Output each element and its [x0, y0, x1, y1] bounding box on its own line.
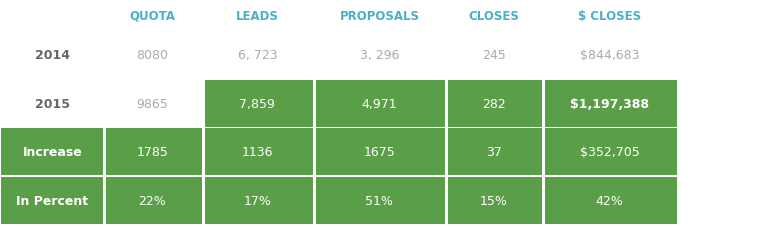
Text: $352,705: $352,705: [580, 146, 640, 159]
Text: 37: 37: [486, 146, 502, 159]
Text: 15%: 15%: [480, 195, 508, 208]
Bar: [103, 80, 106, 128]
Text: PROPOSALS: PROPOSALS: [340, 10, 419, 23]
Bar: [202, 80, 313, 128]
Text: CLOSES: CLOSES: [468, 10, 519, 23]
Bar: [202, 128, 205, 177]
Text: 6, 723: 6, 723: [237, 49, 277, 62]
Text: $1,197,388: $1,197,388: [570, 98, 649, 111]
Bar: [103, 177, 106, 226]
Text: 22%: 22%: [139, 195, 166, 208]
Bar: [2, 128, 103, 177]
Bar: [542, 80, 678, 128]
Text: QUOTA: QUOTA: [130, 10, 175, 23]
Text: 3, 296: 3, 296: [359, 49, 399, 62]
Text: 51%: 51%: [365, 195, 393, 208]
Text: LEADS: LEADS: [236, 10, 279, 23]
Text: 282: 282: [482, 98, 506, 111]
Text: 1136: 1136: [242, 146, 273, 159]
Bar: [103, 177, 202, 226]
Bar: [103, 128, 106, 177]
Bar: [542, 177, 545, 226]
Bar: [446, 80, 542, 128]
Bar: [202, 128, 313, 177]
Text: $844,683: $844,683: [580, 49, 640, 62]
Text: 17%: 17%: [243, 195, 271, 208]
Text: 7,859: 7,859: [240, 98, 275, 111]
Bar: [542, 128, 545, 177]
Text: 245: 245: [482, 49, 506, 62]
Text: 4,971: 4,971: [362, 98, 397, 111]
Bar: [202, 80, 205, 128]
Bar: [446, 128, 449, 177]
Bar: [313, 80, 446, 128]
Bar: [2, 127, 756, 128]
Text: 1785: 1785: [136, 146, 168, 159]
Text: Increase: Increase: [23, 146, 82, 159]
Bar: [2, 175, 756, 177]
Bar: [313, 128, 316, 177]
Text: 1675: 1675: [364, 146, 395, 159]
Bar: [446, 128, 542, 177]
Bar: [2, 177, 103, 226]
Bar: [313, 177, 446, 226]
Bar: [313, 80, 316, 128]
Bar: [446, 177, 542, 226]
Bar: [103, 128, 202, 177]
Text: $ CLOSES: $ CLOSES: [578, 10, 641, 23]
Bar: [202, 177, 313, 226]
Bar: [542, 177, 678, 226]
Bar: [542, 80, 545, 128]
Text: 8080: 8080: [136, 49, 168, 62]
Bar: [202, 177, 205, 226]
Bar: [313, 177, 316, 226]
Bar: [446, 177, 449, 226]
Bar: [313, 128, 446, 177]
Text: 2014: 2014: [35, 49, 70, 62]
Bar: [446, 80, 449, 128]
Bar: [2, 224, 756, 226]
Text: 9865: 9865: [136, 98, 168, 111]
Text: In Percent: In Percent: [17, 195, 89, 208]
Text: 2015: 2015: [35, 98, 70, 111]
Bar: [542, 128, 678, 177]
Text: 42%: 42%: [596, 195, 624, 208]
